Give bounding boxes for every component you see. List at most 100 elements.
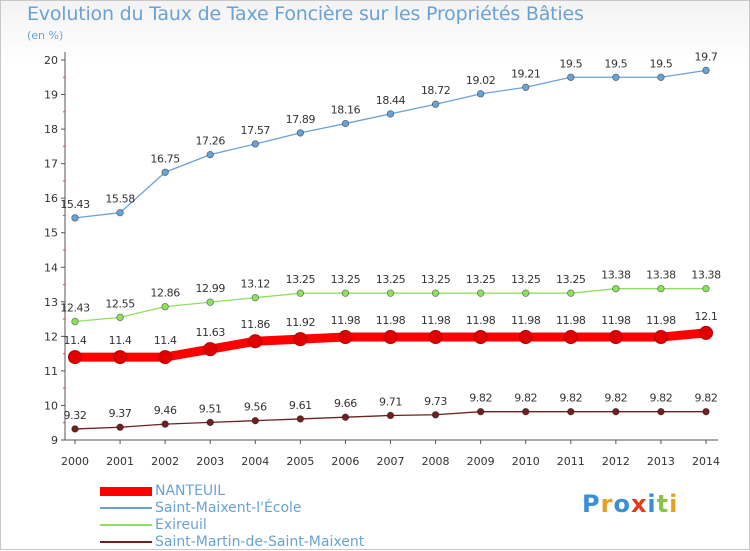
x-tick-label: 2011 [557, 455, 585, 468]
data-point [476, 407, 485, 416]
data-label: 13.38 [691, 269, 721, 282]
x-tick-label: 2012 [602, 455, 630, 468]
x-tick-label: 2014 [692, 455, 720, 468]
y-tick-label: 9 [51, 434, 58, 447]
data-point [116, 313, 124, 322]
x-tick-label: 2010 [512, 455, 540, 468]
data-point [161, 420, 169, 428]
data-label: 11.4 [109, 334, 132, 347]
legend-swatch [100, 507, 152, 509]
data-point [522, 83, 530, 91]
data-label: 9.56 [244, 401, 267, 414]
data-point [71, 425, 79, 433]
data-point [206, 150, 214, 159]
legend-label: NANTEUIL [155, 483, 226, 499]
data-point [657, 407, 665, 416]
data-label: 12.55 [105, 297, 135, 310]
data-label: 9.37 [109, 407, 132, 420]
data-label: 12.86 [150, 287, 180, 300]
data-point [251, 293, 259, 302]
data-label: 13.25 [466, 273, 496, 286]
legend-label: Saint-Martin-de-Saint-Maixent [155, 534, 365, 550]
data-label: 9.61 [289, 399, 312, 412]
data-point [653, 330, 668, 345]
data-point [116, 423, 124, 431]
data-point [522, 289, 530, 297]
logo-letter: x [630, 490, 648, 518]
data-point [296, 129, 305, 137]
data-point [116, 208, 124, 217]
data-point [563, 330, 578, 345]
y-tick-label: 11 [44, 365, 58, 378]
x-tick-label: 2009 [467, 455, 495, 468]
data-point [161, 168, 169, 176]
data-label: 9.73 [424, 395, 447, 408]
x-tick-label: 2001 [106, 455, 134, 468]
data-label: 9.46 [154, 404, 177, 417]
data-label: 9.66 [334, 397, 357, 410]
data-label: 11.92 [286, 316, 316, 329]
y-tick-label: 15 [44, 227, 58, 240]
data-label: 12.43 [60, 302, 90, 315]
x-tick-label: 2005 [286, 455, 314, 468]
data-point [71, 214, 79, 222]
data-label: 9.51 [199, 402, 222, 415]
data-point [161, 302, 169, 311]
y-tick-label: 12 [44, 330, 58, 343]
data-label: 13.25 [286, 273, 316, 286]
y-tick-label: 10 [44, 399, 58, 412]
data-label: 9.82 [559, 392, 582, 405]
data-point [386, 411, 395, 420]
data-label: 13.25 [421, 273, 451, 286]
data-label: 12.99 [195, 282, 225, 295]
data-label: 18.44 [376, 94, 406, 107]
data-point [158, 350, 173, 365]
data-label: 17.89 [286, 113, 316, 126]
data-point [71, 317, 79, 326]
data-point [341, 289, 350, 297]
data-label: 15.43 [60, 198, 90, 211]
data-point [567, 289, 575, 297]
data-point [702, 407, 710, 416]
data-label: 19.5 [649, 57, 672, 70]
y-tick-label: 20 [44, 54, 58, 67]
data-point [608, 330, 623, 345]
data-label: 11.4 [64, 334, 87, 347]
data-label: 13.25 [556, 273, 586, 286]
data-label: 19.02 [466, 74, 496, 87]
data-label: 13.25 [331, 273, 361, 286]
data-point [296, 415, 305, 423]
data-point [567, 73, 575, 81]
y-tick-label: 13 [44, 296, 58, 309]
data-point [657, 73, 665, 81]
data-label: 13.25 [376, 273, 406, 286]
data-point [341, 119, 350, 128]
data-label: 11.98 [511, 314, 541, 327]
data-point [203, 342, 218, 357]
data-point [567, 407, 575, 416]
data-label: 13.38 [601, 269, 631, 282]
data-label: 9.82 [695, 392, 718, 405]
data-label: 17.26 [195, 135, 225, 148]
x-tick-label: 2002 [151, 455, 179, 468]
y-axis-unit-label: (en %) [27, 29, 64, 42]
x-tick-label: 2007 [377, 455, 405, 468]
data-label: 11.63 [195, 326, 225, 339]
chart-title: Evolution du Taux de Taxe Foncière sur l… [27, 3, 584, 25]
data-label: 9.82 [604, 392, 627, 405]
proxiti-logo: Proxiti [582, 490, 678, 518]
legend-label: Saint-Maixent-l'École [155, 500, 302, 516]
data-point [612, 407, 620, 416]
data-label: 18.16 [331, 104, 361, 117]
logo-letter: i [647, 490, 657, 518]
data-label: 16.75 [150, 152, 180, 165]
data-point [296, 289, 305, 297]
data-label: 11.98 [556, 314, 586, 327]
data-point [702, 66, 710, 75]
data-point [386, 289, 395, 297]
data-label: 11.98 [376, 314, 406, 327]
data-label: 19.5 [604, 57, 627, 70]
data-point [206, 418, 214, 427]
